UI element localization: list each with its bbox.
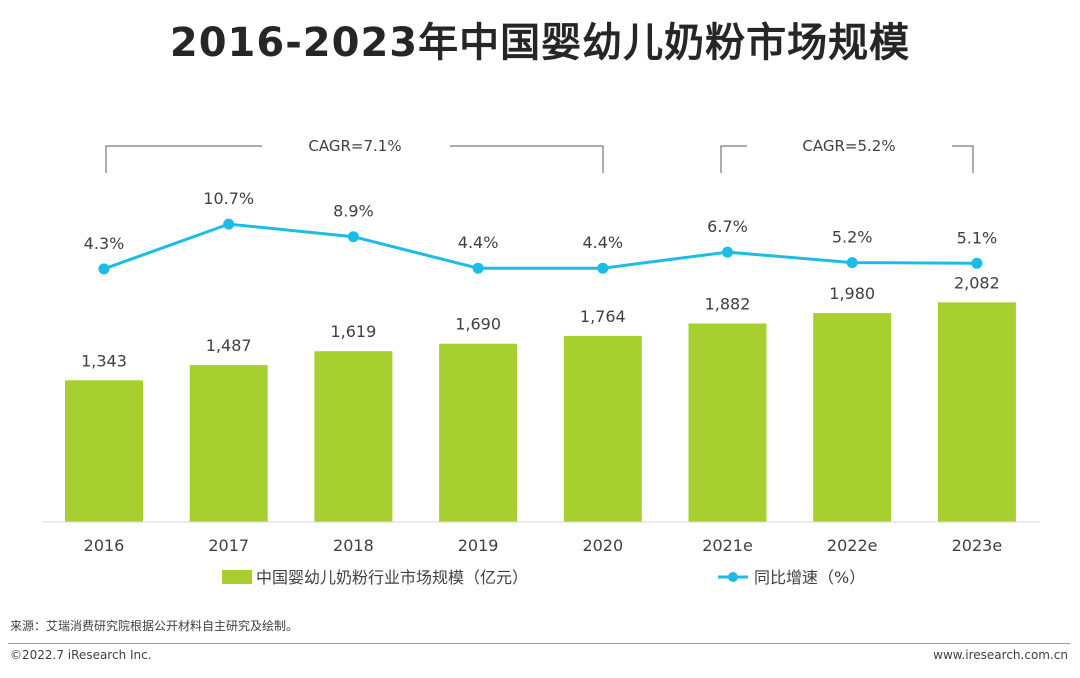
x-tick-2019: 2019 — [458, 536, 499, 555]
growth-point-2016 — [98, 263, 110, 275]
bar-label-2019: 1,690 — [455, 315, 501, 334]
line-data-labels: 4.3% 10.7% 8.9% 4.4% 4.4% 6.7% 5.2% 5.1% — [84, 189, 998, 253]
bar-label-2016: 1,343 — [81, 351, 127, 370]
growth-label-2018: 8.9% — [333, 202, 374, 221]
growth-label-2022e: 5.2% — [832, 228, 873, 247]
bar-series — [65, 302, 1016, 522]
legend-line-label: 同比增速（%） — [754, 568, 865, 587]
bar-2017 — [189, 365, 268, 522]
growth-point-2020 — [597, 262, 609, 274]
bar-2021e — [688, 323, 767, 522]
bar-2018 — [314, 351, 393, 522]
x-tick-2018: 2018 — [333, 536, 374, 555]
bar-label-2023e: 2,082 — [954, 273, 1000, 292]
x-tick-2023e: 2023e — [952, 536, 1003, 555]
footer-divider — [8, 643, 1070, 644]
growth-label-2017: 10.7% — [203, 189, 254, 208]
bar-2022e — [813, 313, 892, 522]
cagr-label-2: CAGR=5.2% — [802, 137, 895, 155]
cagr-bracket-left-1 — [105, 145, 262, 173]
x-tick-2017: 2017 — [208, 536, 249, 555]
x-tick-2016: 2016 — [84, 536, 125, 555]
bar-label-2017: 1,487 — [206, 336, 252, 355]
bar-label-2021e: 1,882 — [705, 294, 751, 313]
cagr-bracket-right-2 — [952, 145, 974, 173]
x-tick-2022e: 2022e — [827, 536, 878, 555]
bar-label-2020: 1,764 — [580, 307, 626, 326]
growth-point-2021e — [722, 246, 733, 258]
growth-label-2021e: 6.7% — [707, 217, 748, 236]
bar-label-2018: 1,619 — [330, 322, 376, 341]
growth-label-2023e: 5.1% — [957, 228, 998, 247]
bar-2023e — [937, 302, 1016, 522]
growth-line-series — [98, 218, 983, 275]
bar-label-2022e: 1,980 — [829, 284, 875, 303]
growth-point-2022e — [846, 257, 858, 269]
growth-point-2017 — [223, 218, 235, 230]
legend-bar-swatch — [222, 570, 252, 584]
legend-line-marker — [728, 572, 738, 582]
bar-2020 — [563, 335, 642, 522]
cagr-label-1: CAGR=7.1% — [308, 137, 401, 155]
website-link[interactable]: www.iresearch.com.cn — [933, 648, 1068, 662]
source-note: 来源：艾瑞消费研究院根据公开材料自主研究及绘制。 — [10, 619, 299, 633]
cagr-bracket-right-1 — [450, 145, 604, 173]
growth-point-2023e — [971, 257, 983, 269]
cagr-bracket-left-2 — [720, 145, 747, 173]
growth-point-2018 — [347, 231, 359, 243]
legend: 中国婴幼儿奶粉行业市场规模（亿元） 同比增速（%） — [222, 568, 865, 587]
x-axis-tick-labels: 2016 2017 2018 2019 2020 2021e 2022e 2023e — [84, 536, 1003, 555]
x-tick-2020: 2020 — [582, 536, 623, 555]
growth-label-2019: 4.4% — [458, 233, 499, 252]
copyright-text: ©2022.7 iResearch Inc. — [10, 648, 152, 662]
x-tick-2021e: 2021e — [702, 536, 753, 555]
growth-point-2019 — [472, 262, 484, 274]
growth-label-2016: 4.3% — [84, 234, 125, 253]
cagr-brackets: CAGR=7.1% CAGR=5.2% — [105, 137, 974, 173]
growth-line — [103, 222, 977, 271]
bar-2019 — [439, 343, 518, 522]
growth-label-2020: 4.4% — [582, 233, 623, 252]
bar-2016 — [65, 380, 143, 522]
legend-bar-label: 中国婴幼儿奶粉行业市场规模（亿元） — [256, 568, 528, 587]
chart-title: 2016-2023年中国婴幼儿奶粉市场规模 — [169, 20, 911, 66]
bar-data-labels: 1,343 1,487 1,619 1,690 1,764 1,882 1,980 2,082 — [81, 273, 1000, 370]
